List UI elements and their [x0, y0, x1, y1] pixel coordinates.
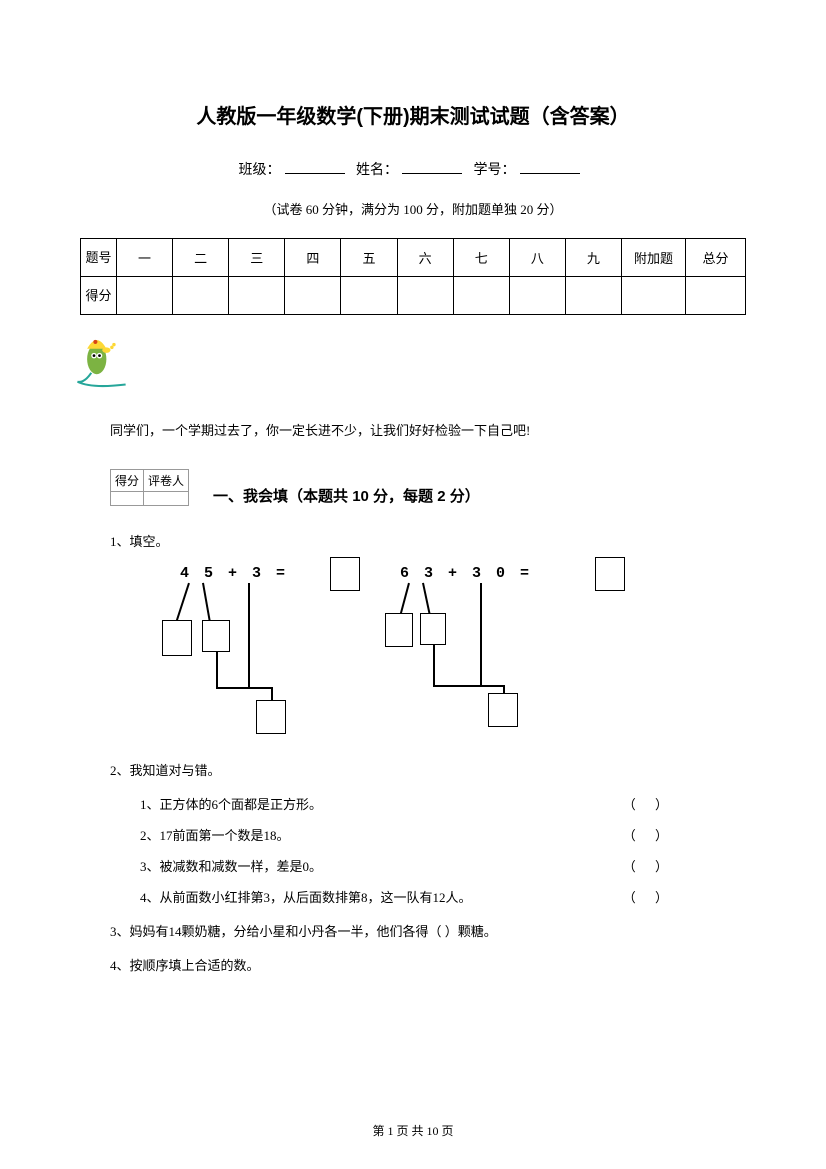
page-footer: 第 1 页 共 10 页 — [0, 1122, 826, 1139]
student-info-line: 班级： 姓名： 学号： — [80, 159, 746, 179]
decomp-box[interactable] — [420, 613, 446, 645]
sub-q-text: 3、被减数和减数一样，差是0。 — [140, 856, 322, 875]
score-cell[interactable] — [173, 277, 229, 315]
col-header: 二 — [173, 239, 229, 277]
grader-col: 评卷人 — [144, 470, 189, 492]
expression-1: 4 5 + 3 = — [180, 565, 288, 582]
decomp-box[interactable] — [162, 620, 192, 656]
score-cell[interactable] — [397, 277, 453, 315]
pencil-icon — [70, 335, 140, 390]
score-cell[interactable] — [285, 277, 341, 315]
table-row: 题号 一 二 三 四 五 六 七 八 九 附加题 总分 — [81, 239, 746, 277]
question-3: 3、妈妈有14颗奶糖，分给小星和小丹各一半，他们各得（ ）颗糖。 — [110, 921, 746, 940]
question-4: 4、按顺序填上合适的数。 — [110, 955, 746, 974]
decomp-box[interactable] — [385, 613, 413, 647]
sub-q-text: 1、正方体的6个面都是正方形。 — [140, 794, 322, 813]
score-cell[interactable] — [117, 277, 173, 315]
page-title: 人教版一年级数学(下册)期末测试试题（含答案） — [80, 100, 746, 129]
score-cell[interactable] — [341, 277, 397, 315]
grader-cell[interactable] — [144, 492, 189, 506]
grader-col: 得分 — [111, 470, 144, 492]
col-header: 总分 — [686, 239, 746, 277]
decomp-box[interactable] — [202, 620, 230, 652]
grader-cell[interactable] — [111, 492, 144, 506]
table-row: 得分 — [81, 277, 746, 315]
score-cell[interactable] — [565, 277, 621, 315]
score-table: 题号 一 二 三 四 五 六 七 八 九 附加题 总分 得分 — [80, 238, 746, 315]
intro-text: 同学们，一个学期过去了，你一定长进不少，让我们好好检验一下自己吧! — [110, 420, 746, 439]
section-header-row: 得分评卷人 一、我会填（本题共 10 分，每题 2 分） — [80, 469, 746, 506]
sub-question: 3、被减数和减数一样，差是0。 （ ） — [140, 856, 746, 875]
answer-paren[interactable]: （ ） — [623, 887, 676, 906]
expression-2: 6 3 + 3 0 = — [400, 565, 532, 582]
col-header: 五 — [341, 239, 397, 277]
decomp-box[interactable] — [256, 700, 286, 734]
sub-question: 2、17前面第一个数是18。 （ ） — [140, 825, 746, 844]
score-cell[interactable] — [686, 277, 746, 315]
col-header: 七 — [453, 239, 509, 277]
question-1: 1、填空。 — [110, 531, 746, 550]
col-header: 附加题 — [622, 239, 686, 277]
id-blank[interactable] — [520, 173, 580, 174]
col-header: 三 — [229, 239, 285, 277]
col-header: 六 — [397, 239, 453, 277]
name-label: 姓名： — [356, 163, 398, 178]
id-label: 学号： — [474, 163, 516, 178]
score-cell[interactable] — [453, 277, 509, 315]
name-blank[interactable] — [402, 173, 462, 174]
col-header: 一 — [117, 239, 173, 277]
decomposition-diagram: 4 5 + 3 = 6 3 + 3 0 = — [180, 565, 746, 735]
score-cell[interactable] — [622, 277, 686, 315]
sub-question: 4、从前面数小红排第3，从后面数排第8，这一队有12人。 （ ） — [140, 887, 746, 906]
score-cell[interactable] — [509, 277, 565, 315]
sub-q-text: 2、17前面第一个数是18。 — [140, 825, 290, 844]
question-2: 2、我知道对与错。 — [110, 760, 746, 779]
grader-box: 得分评卷人 — [110, 469, 189, 506]
answer-box[interactable] — [330, 557, 360, 591]
row-label: 得分 — [81, 277, 117, 315]
col-header: 八 — [509, 239, 565, 277]
answer-paren[interactable]: （ ） — [623, 825, 676, 844]
exam-subtitle: （试卷 60 分钟，满分为 100 分，附加题单独 20 分） — [80, 199, 746, 218]
class-label: 班级： — [239, 163, 281, 178]
score-cell[interactable] — [229, 277, 285, 315]
class-blank[interactable] — [285, 173, 345, 174]
sub-question: 1、正方体的6个面都是正方形。 （ ） — [140, 794, 746, 813]
decomp-box[interactable] — [488, 693, 518, 727]
sub-q-text: 4、从前面数小红排第3，从后面数排第8，这一队有12人。 — [140, 887, 472, 906]
section-title: 一、我会填（本题共 10 分，每题 2 分） — [213, 485, 480, 506]
row-label: 题号 — [81, 239, 117, 277]
col-header: 四 — [285, 239, 341, 277]
answer-box[interactable] — [595, 557, 625, 591]
answer-paren[interactable]: （ ） — [623, 856, 676, 875]
answer-paren[interactable]: （ ） — [623, 794, 676, 813]
col-header: 九 — [565, 239, 621, 277]
